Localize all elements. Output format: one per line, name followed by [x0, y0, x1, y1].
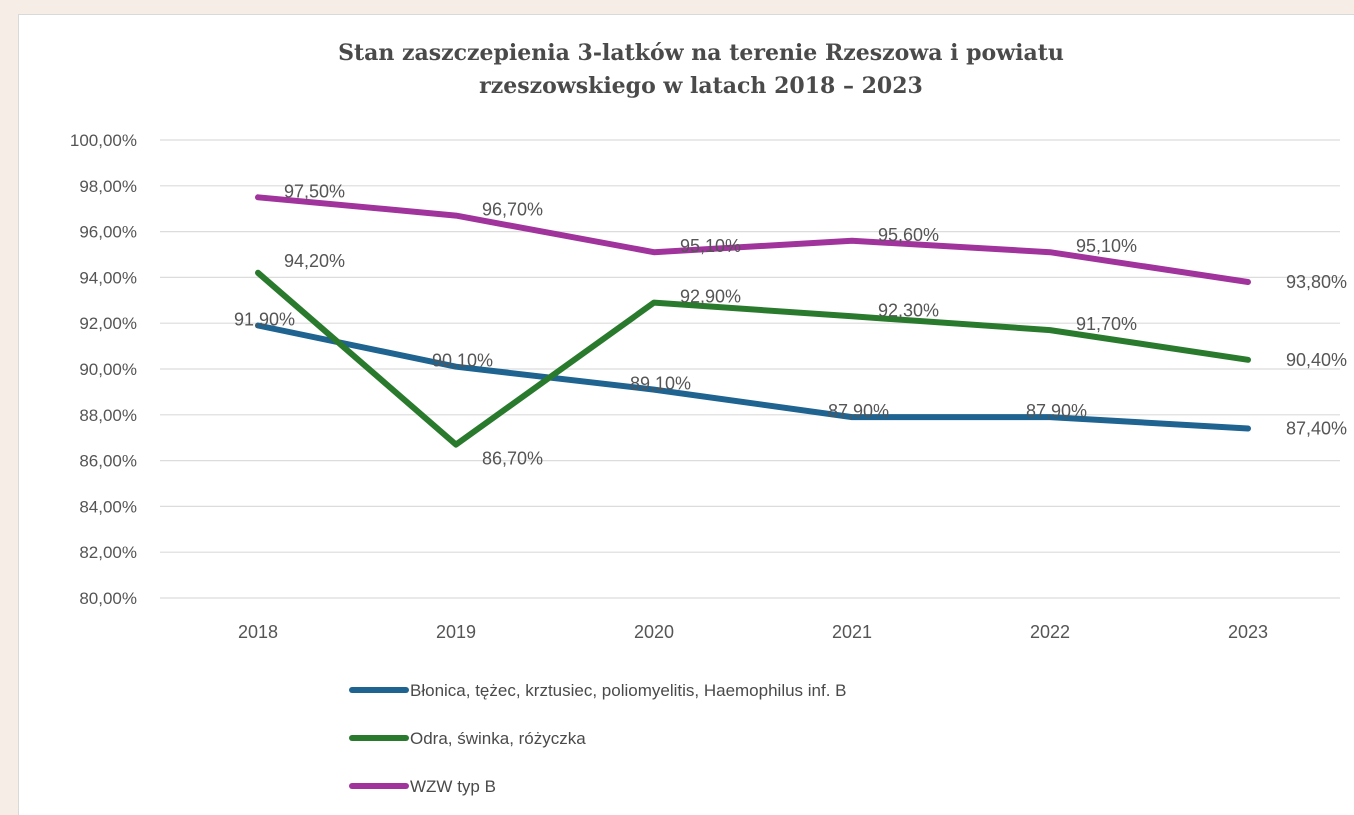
data-label: 87,90% — [828, 401, 889, 421]
grid — [160, 139, 1340, 599]
x-tick-label: 2021 — [832, 622, 872, 642]
y-tick-label: 90,00% — [79, 360, 137, 379]
data-label: 91,70% — [1076, 314, 1137, 334]
data-label: 95,10% — [1076, 236, 1137, 256]
legend: Błonica, tężec, krztusiec, poliomyelitis… — [349, 681, 847, 796]
data-label: 96,70% — [482, 200, 543, 220]
data-label: 87,90% — [1026, 401, 1087, 421]
x-tick-label: 2019 — [436, 622, 476, 642]
data-label: 90,40% — [1286, 350, 1347, 370]
y-tick-label: 84,00% — [79, 497, 137, 516]
data-labels: 91,90% 90,10% 89,10% 87,90% 87,90% 87,40% 94,2… — [234, 181, 1347, 468]
y-tick-label: 96,00% — [79, 223, 137, 242]
series-lines — [255, 194, 1251, 448]
y-axis: 100,00% 98,00% 96,00% 94,00% 92,00% 90,00% 88,… — [70, 131, 137, 608]
x-tick-label: 2023 — [1228, 622, 1268, 642]
y-tick-label: 80,00% — [79, 589, 137, 608]
chart-title-line-2: rzeszowskiego w latach 2018 – 2023 — [479, 73, 923, 99]
y-tick-label: 88,00% — [79, 406, 137, 425]
data-label: 89,10% — [630, 374, 691, 394]
y-tick-label: 98,00% — [79, 177, 137, 196]
data-label: 86,70% — [482, 449, 543, 469]
legend-label: Błonica, tężec, krztusiec, poliomyelitis… — [410, 681, 847, 700]
data-label: 87,40% — [1286, 419, 1347, 439]
y-tick-label: 100,00% — [70, 131, 137, 150]
x-axis: 2018 2019 2020 2021 2022 2023 — [238, 622, 1268, 642]
data-label: 91,90% — [234, 309, 295, 329]
data-label: 94,20% — [284, 251, 345, 271]
chart-title-line-1: Stan zaszczepienia 3-latków na terenie R… — [338, 40, 1064, 66]
y-tick-label: 82,00% — [79, 543, 137, 562]
series-line-1 — [255, 322, 1251, 432]
data-label: 92,90% — [680, 287, 741, 307]
series-line-3 — [255, 194, 1251, 285]
y-tick-label: 86,00% — [79, 452, 137, 471]
data-label: 92,30% — [878, 300, 939, 320]
series-line-2 — [255, 269, 1251, 448]
legend-label: Odra, świnka, różyczka — [410, 729, 586, 748]
legend-label: WZW typ B — [410, 777, 496, 796]
data-label: 95,10% — [680, 236, 741, 256]
data-label: 90,10% — [432, 351, 493, 371]
x-tick-label: 2018 — [238, 622, 278, 642]
x-tick-label: 2022 — [1030, 622, 1070, 642]
y-tick-label: 94,00% — [79, 268, 137, 287]
data-label: 97,50% — [284, 181, 345, 201]
x-tick-label: 2020 — [634, 622, 674, 642]
data-label: 93,80% — [1286, 272, 1347, 292]
y-tick-label: 92,00% — [79, 314, 137, 333]
data-label: 95,60% — [878, 225, 939, 245]
